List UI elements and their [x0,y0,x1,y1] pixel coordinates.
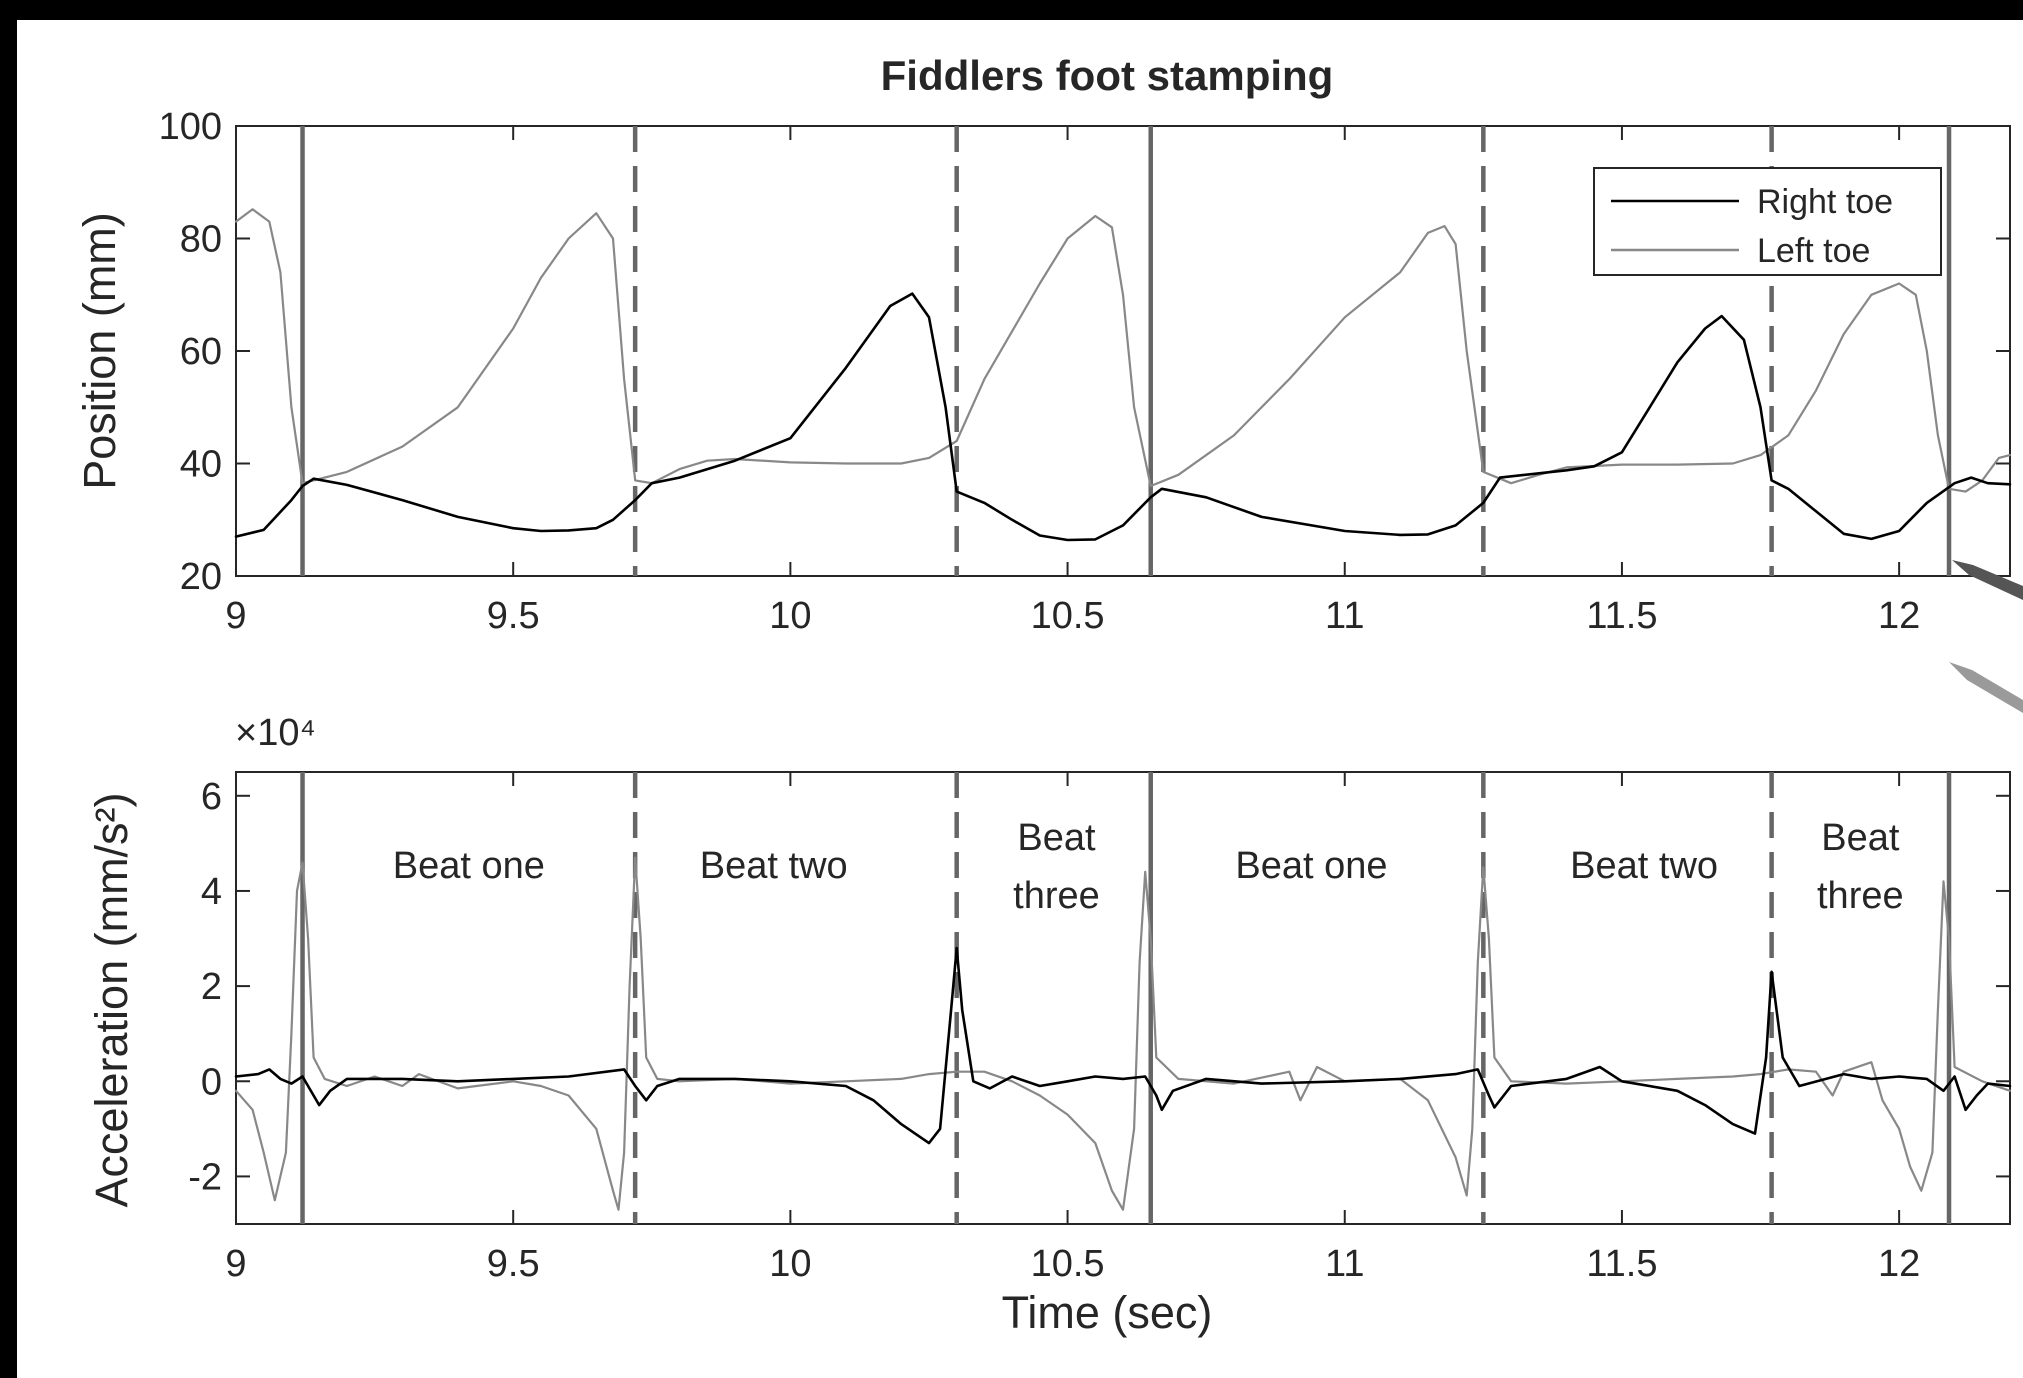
acceleration-x-tick-label: 9 [225,1243,246,1285]
beat-label: Beat [1821,817,1900,859]
acceleration-series-left-toe [234,856,2012,1211]
chart-title: Fiddlers foot stamping [881,52,1334,99]
position-x-tick-label: 12 [1878,595,1920,637]
position-y-tick-label: 100 [159,106,222,148]
acceleration-x-tick-label: 11 [1325,1243,1364,1285]
y-multiplier-label: ×10⁴ [235,712,316,754]
figure-canvas: Fiddlers foot stamping Position (mm) 9 9.… [17,20,2023,1378]
acceleration-x-tick-label: 10.5 [1031,1243,1105,1285]
position-y-tick-label: 20 [180,556,222,598]
beat-label: Beat one [393,845,545,887]
beat-label: Beat two [700,845,848,887]
acceleration-series-right-toe [234,946,2012,1145]
position-y-tick-label: 40 [180,444,222,486]
acceleration-plot-area [235,771,2011,1225]
dark-arrow-icon [1952,560,2023,600]
chart-svg: Fiddlers foot stamping Position (mm) 9 9.… [74,52,2023,1338]
beat-label: three [1817,875,1904,917]
acceleration-y-label: Acceleration (mm/s²) [86,792,137,1207]
position-series-right-toe [234,292,2012,542]
legend-label-right-toe: Right toe [1757,183,1893,221]
acceleration-x-label: Time (sec) [1002,1287,1213,1338]
acceleration-y-tick-label: 0 [201,1061,222,1103]
beat-label: Beat [1017,817,1096,859]
acceleration-x-tick-label: 12 [1878,1243,1920,1285]
position-x-tick-label: 11 [1325,595,1364,637]
position-x-tick-label: 10 [769,595,811,637]
acceleration-y-tick-label: 2 [201,966,222,1008]
position-y-tick-label: 80 [180,219,222,261]
acceleration-x-tick-label: 10 [769,1243,811,1285]
acceleration-x-tick-label: 11.5 [1586,1243,1657,1285]
acceleration-y-tick-label: 6 [201,776,222,818]
acceleration-y-tick-label: 4 [201,871,222,913]
position-x-tick-label: 9.5 [487,595,540,637]
light-arrow-icon [1949,662,2023,713]
beat-label: Beat one [1235,845,1387,887]
position-y-tick-label: 60 [180,331,222,373]
position-x-tick-label: 9 [225,595,246,637]
position-x-tick-label: 11.5 [1586,595,1657,637]
edge-arrows [1949,560,2023,713]
acceleration-panel: Acceleration (mm/s²) ×10⁴ Time (sec) 9 9.… [86,712,2012,1338]
position-y-label: Position (mm) [74,212,125,490]
acceleration-x-tick-label: 9.5 [487,1243,540,1285]
legend-label-left-toe: Left toe [1757,232,1870,270]
legend: Right toe Left toe [1593,167,1942,276]
acceleration-y-tick-label: -2 [188,1156,222,1198]
position-x-tick-label: 10.5 [1031,595,1105,637]
position-series-left-toe [234,208,2012,493]
legend-box [1593,167,1942,276]
beat-label: Beat two [1570,845,1718,887]
beat-label: three [1013,875,1100,917]
